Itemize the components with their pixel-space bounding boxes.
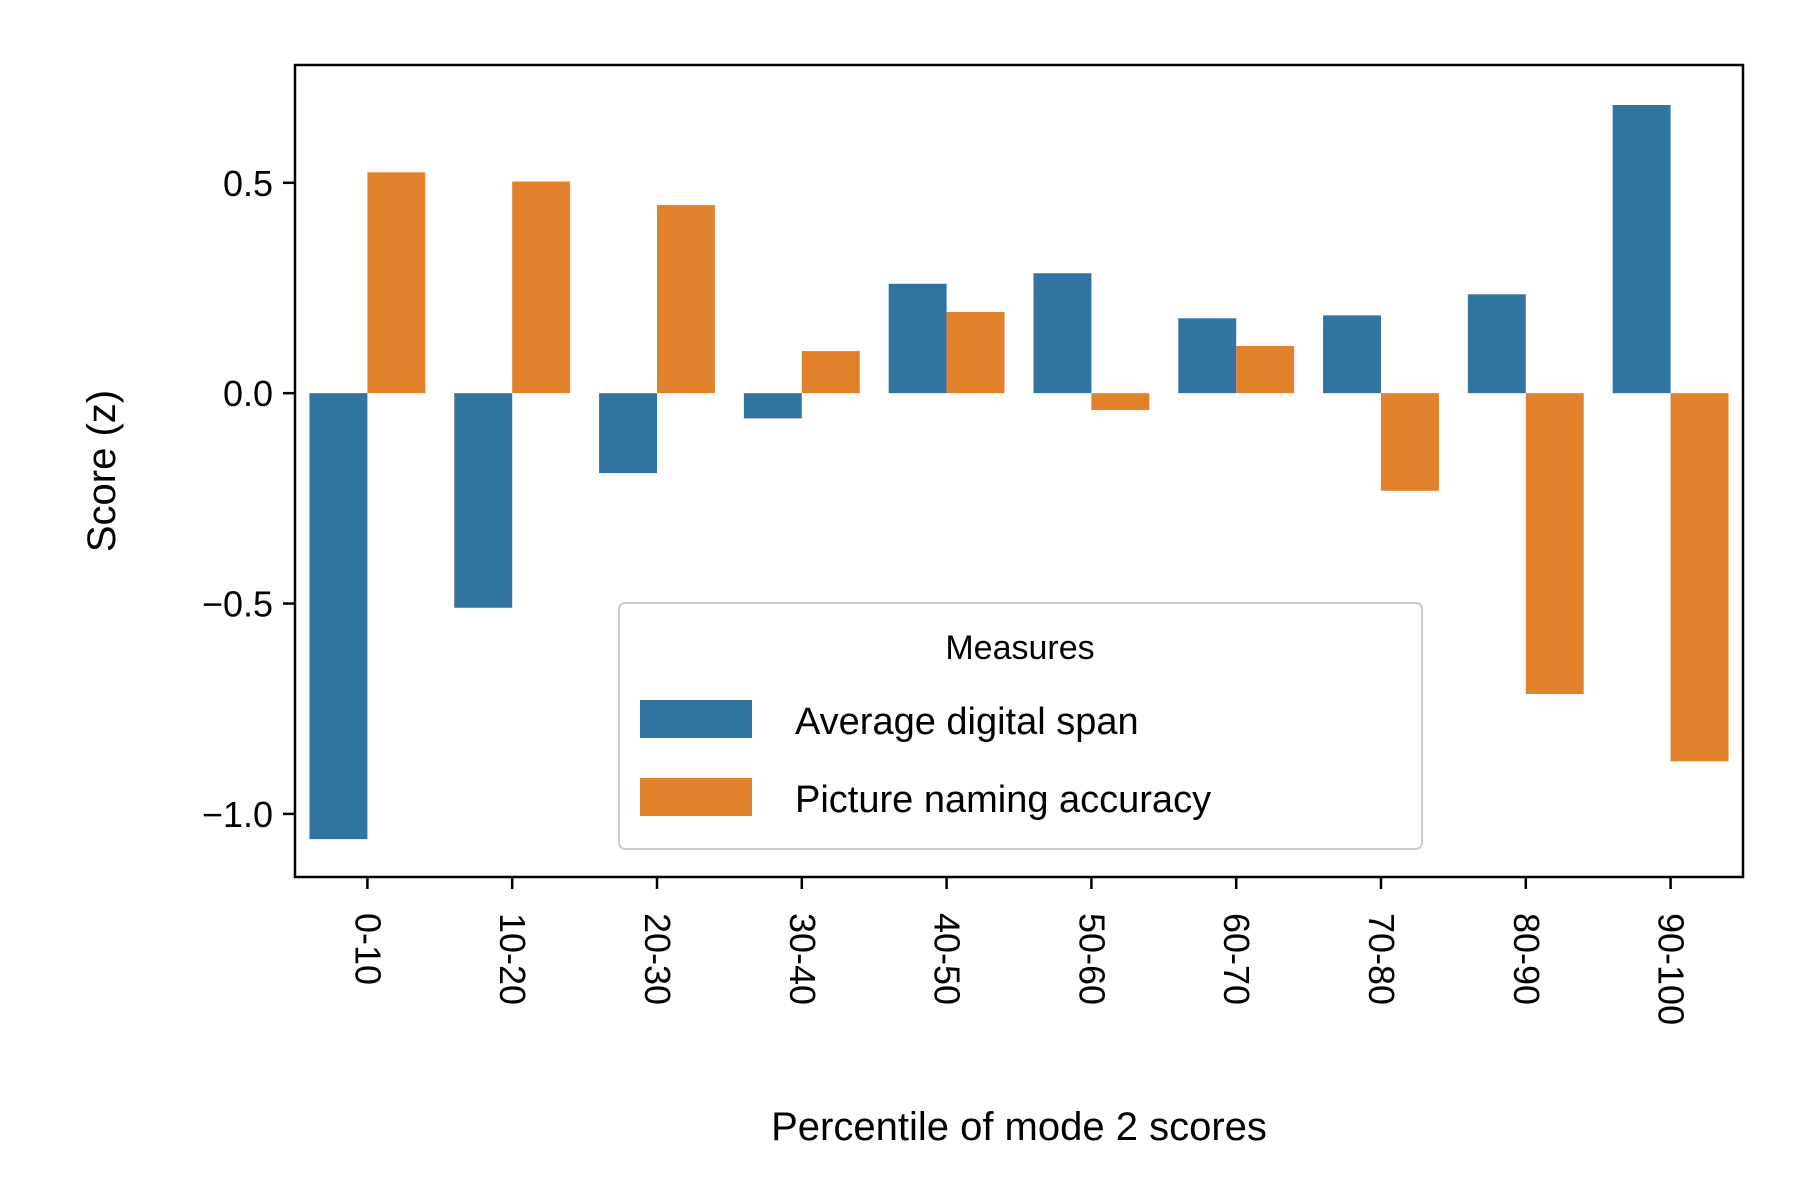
bar-average-digital-span-60-70: [1178, 318, 1237, 394]
bar-picture-naming-accuracy-20-30: [657, 205, 715, 394]
x-axis: 0-10 10-20 20-30 30-40 40-50 50-60 60-70 70-80 8…: [347, 877, 1692, 1025]
bar-picture-naming-accuracy-30-40: [801, 351, 860, 394]
x-tick-label: 80-90: [1506, 913, 1547, 1005]
bar-average-digital-span-50-60: [1033, 273, 1092, 394]
bar-average-digital-span-0-10: [309, 393, 368, 840]
x-tick-label: 90-100: [1651, 913, 1692, 1025]
y-axis: −1.0 −0.5 0.0 0.5: [202, 163, 295, 835]
y-tick-label: −1.0: [202, 794, 273, 835]
bar-picture-naming-accuracy-70-80: [1381, 393, 1439, 491]
x-tick-label: 40-50: [927, 913, 968, 1005]
x-axis-label: Percentile of mode 2 scores: [771, 1105, 1267, 1149]
bar-average-digital-span-40-50: [888, 283, 947, 394]
x-tick-label: 70-80: [1361, 913, 1402, 1005]
x-tick-label: 60-70: [1216, 913, 1257, 1005]
legend-swatch-average-digital-span: [640, 700, 752, 738]
y-tick-label: 0.0: [223, 373, 273, 414]
plot-frame: [293, 63, 1745, 879]
bars-group: [309, 104, 1729, 840]
y-tick-label: 0.5: [223, 163, 273, 204]
x-tick-label: 20-30: [637, 913, 678, 1005]
bar-picture-naming-accuracy-10-20: [512, 181, 571, 394]
bar-average-digital-span-20-30: [599, 393, 657, 474]
bar-picture-naming-accuracy-40-50: [946, 311, 1005, 394]
bar-picture-naming-accuracy-0-10: [367, 172, 426, 394]
bar-average-digital-span-10-20: [454, 393, 513, 608]
bar-picture-naming-accuracy-80-90: [1525, 393, 1584, 694]
bar-average-digital-span-70-80: [1323, 315, 1381, 394]
legend-label-picture-naming-accuracy: Picture naming accuracy: [795, 779, 1211, 821]
bar-average-digital-span-90-100: [1612, 104, 1671, 394]
legend: Measures Average digital span Picture na…: [618, 602, 1423, 850]
x-tick-label: 50-60: [1071, 913, 1112, 1005]
bar-picture-naming-accuracy-90-100: [1670, 393, 1729, 762]
bar-average-digital-span-80-90: [1467, 294, 1526, 394]
legend-title: Measures: [945, 629, 1094, 667]
y-axis-label: Score (z): [80, 390, 124, 552]
legend-swatch-picture-naming-accuracy: [640, 778, 752, 816]
x-tick-label: 30-40: [782, 913, 823, 1005]
legend-box: [618, 602, 1423, 850]
legend-label-average-digital-span: Average digital span: [795, 701, 1139, 743]
bar-picture-naming-accuracy-50-60: [1091, 393, 1150, 410]
bar-average-digital-span-30-40: [743, 393, 802, 419]
y-tick-label: −0.5: [202, 584, 273, 625]
bar-picture-naming-accuracy-60-70: [1236, 346, 1295, 394]
x-tick-label: 10-20: [492, 913, 533, 1005]
x-tick-label: 0-10: [347, 913, 388, 985]
